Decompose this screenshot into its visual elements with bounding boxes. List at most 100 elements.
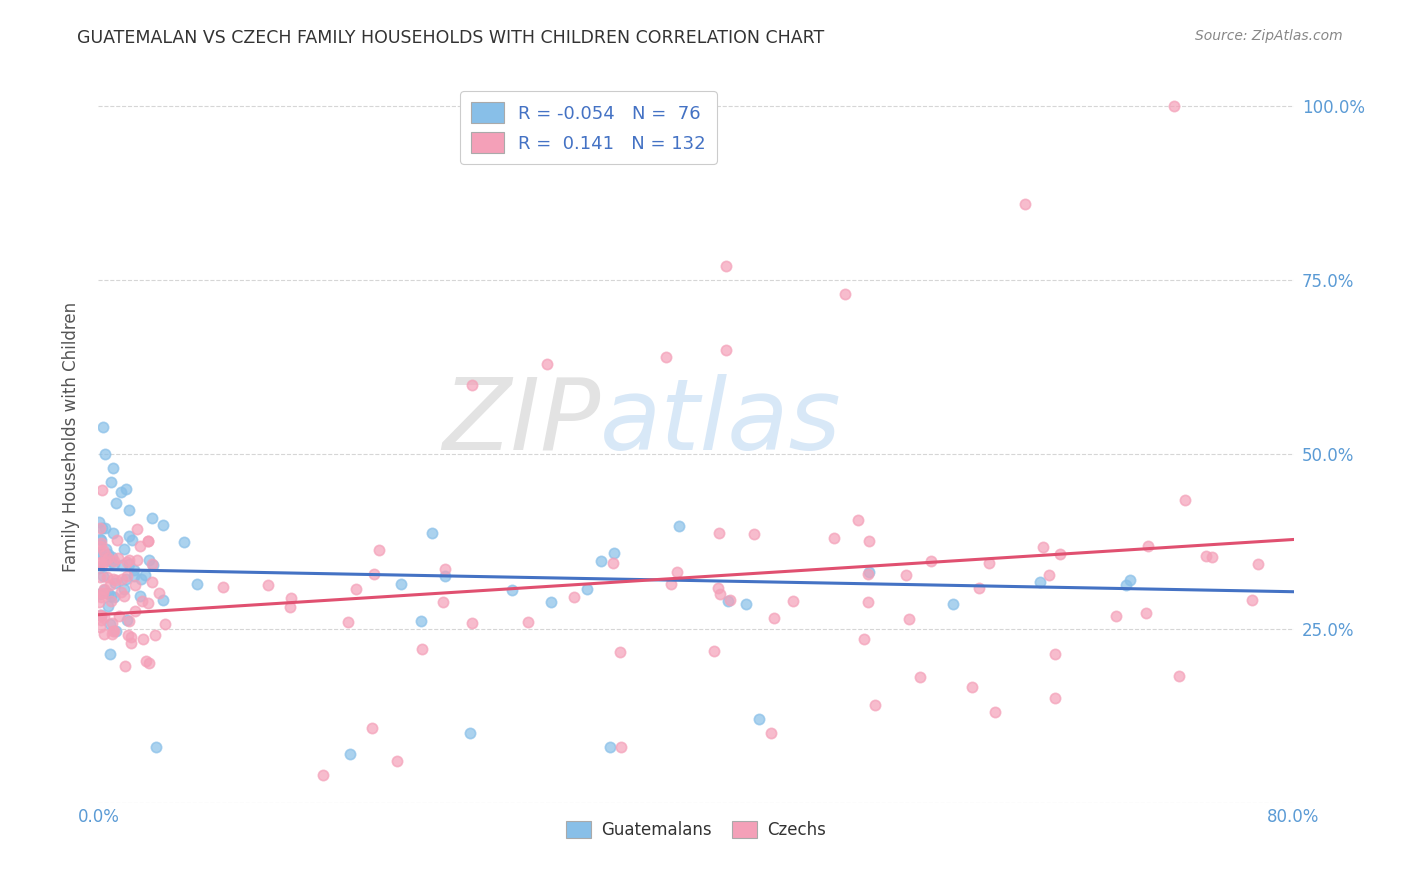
Point: [389, 577, 412, 591]
Point: [100, 555, 122, 569]
Point: [89, 608, 111, 623]
Point: [714, 260, 737, 274]
Text: Source: ZipAtlas.com: Source: ZipAtlas.com: [1195, 29, 1343, 44]
Point: [865, 698, 887, 713]
Point: [100, 593, 122, 607]
Point: [763, 611, 786, 625]
Point: [97, 547, 120, 561]
Point: [90, 555, 112, 569]
Point: [122, 569, 145, 583]
Point: [853, 632, 876, 646]
Point: [112, 542, 135, 557]
Point: [257, 578, 280, 592]
Point: [707, 526, 730, 541]
Point: [138, 552, 160, 566]
Point: [90, 536, 112, 550]
Point: [609, 644, 631, 658]
Point: [118, 553, 141, 567]
Point: [461, 377, 484, 392]
Point: [897, 612, 920, 626]
Point: [1167, 669, 1189, 683]
Point: [420, 525, 443, 540]
Point: [782, 593, 804, 607]
Point: [98, 578, 121, 592]
Point: [101, 624, 124, 638]
Point: [93, 610, 115, 624]
Point: [823, 531, 845, 545]
Point: [89, 547, 111, 561]
Point: [97, 550, 120, 565]
Point: [1032, 541, 1054, 555]
Point: [103, 624, 125, 638]
Point: [655, 350, 678, 364]
Point: [91, 586, 114, 600]
Point: [718, 593, 741, 607]
Point: [97, 599, 120, 613]
Point: [1028, 575, 1050, 590]
Point: [124, 578, 146, 592]
Point: [1104, 609, 1126, 624]
Point: [115, 613, 138, 627]
Text: atlas: atlas: [600, 374, 842, 471]
Point: [153, 616, 176, 631]
Point: [129, 589, 152, 603]
Point: [142, 558, 165, 573]
Point: [1195, 549, 1218, 564]
Point: [363, 566, 385, 581]
Point: [110, 585, 132, 599]
Point: [90, 533, 112, 547]
Point: [94, 521, 117, 535]
Point: [707, 581, 730, 595]
Point: [138, 534, 160, 549]
Point: [562, 590, 585, 604]
Point: [90, 521, 112, 535]
Point: [94, 554, 117, 568]
Point: [433, 562, 456, 576]
Point: [93, 582, 115, 597]
Point: [128, 539, 150, 553]
Point: [103, 557, 125, 571]
Point: [461, 616, 484, 631]
Point: [96, 586, 118, 600]
Point: [94, 547, 117, 561]
Point: [141, 575, 163, 590]
Point: [602, 546, 624, 560]
Point: [709, 587, 731, 601]
Point: [186, 577, 208, 591]
Point: [90, 607, 112, 622]
Point: [87, 556, 110, 570]
Point: [103, 554, 125, 568]
Point: [152, 592, 174, 607]
Point: [748, 712, 770, 726]
Point: [141, 558, 163, 572]
Point: [856, 595, 879, 609]
Point: [135, 654, 157, 668]
Point: [115, 568, 138, 582]
Point: [1174, 493, 1197, 508]
Point: [856, 566, 879, 581]
Point: [1119, 573, 1142, 587]
Point: [1241, 593, 1264, 607]
Point: [124, 604, 146, 618]
Point: [368, 543, 391, 558]
Point: [591, 553, 613, 567]
Point: [90, 609, 112, 624]
Point: [984, 705, 1007, 719]
Point: [278, 600, 301, 615]
Point: [93, 627, 115, 641]
Point: [91, 419, 114, 434]
Point: [665, 565, 688, 579]
Point: [212, 580, 235, 594]
Point: [87, 587, 110, 601]
Point: [759, 726, 782, 740]
Point: [960, 680, 983, 694]
Point: [118, 557, 141, 571]
Point: [599, 740, 621, 755]
Point: [103, 461, 125, 475]
Point: [122, 563, 145, 577]
Point: [846, 513, 869, 527]
Point: [105, 533, 128, 548]
Point: [121, 630, 143, 644]
Text: ZIP: ZIP: [441, 374, 600, 471]
Point: [1115, 578, 1137, 592]
